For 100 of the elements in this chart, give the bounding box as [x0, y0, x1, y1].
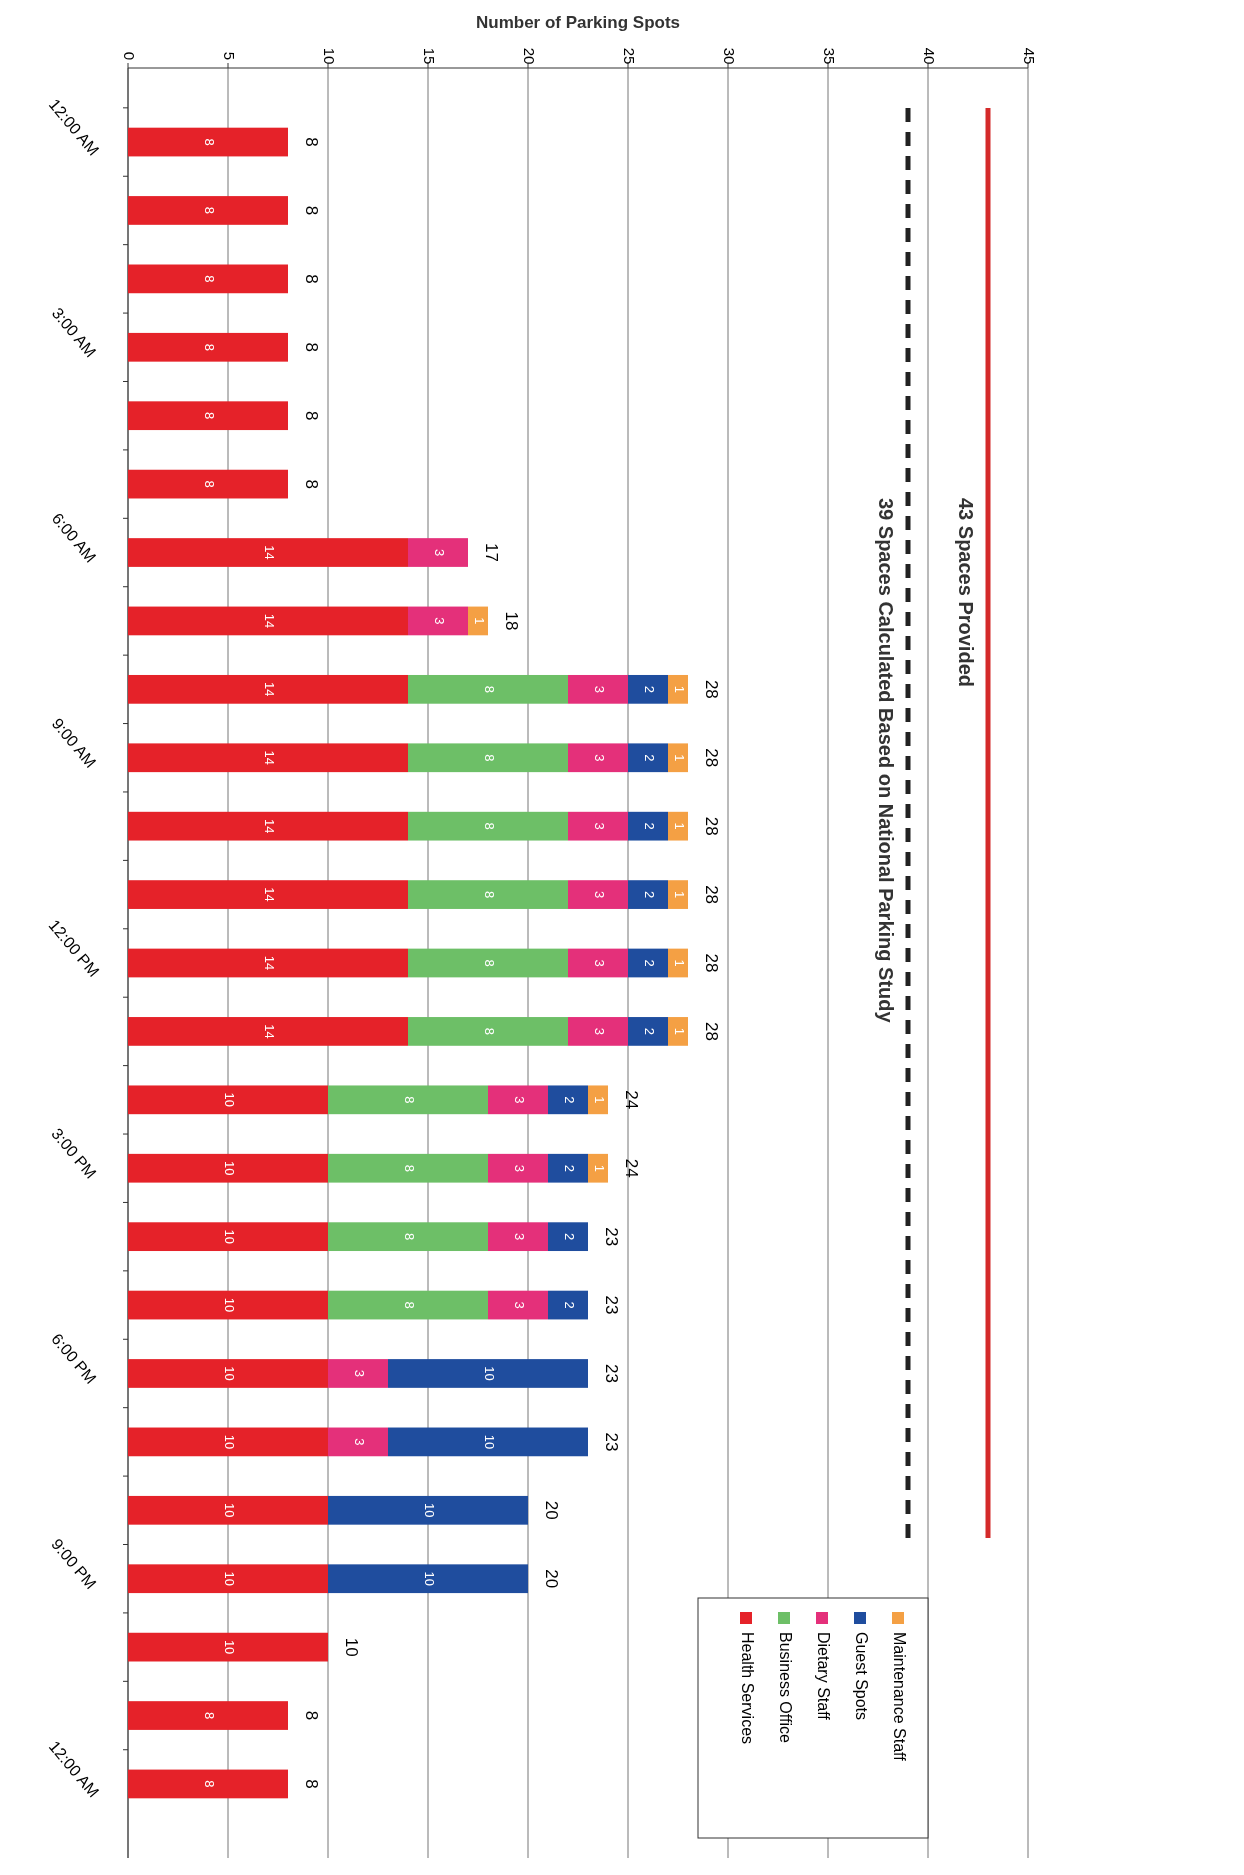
data-label: 3 — [511, 1233, 527, 1241]
bar — [328, 1222, 488, 1252]
x-tick-label: 35 — [821, 47, 839, 65]
x-tick-label: 5 — [221, 51, 239, 61]
data-label: 1 — [471, 617, 487, 625]
data-label: 10 — [221, 1161, 237, 1176]
bar — [328, 1290, 488, 1320]
bar — [128, 1701, 288, 1730]
legend-label: Maintenance Staff — [890, 1632, 908, 1762]
data-label: 3 — [591, 685, 607, 693]
ref-line-label: 43 Spaces Provided — [954, 498, 977, 687]
bar — [128, 264, 288, 294]
data-label: 2 — [641, 1027, 657, 1036]
data-label: 3 — [591, 959, 607, 967]
data-label: 14 — [261, 750, 277, 765]
data-label: 2 — [561, 1233, 577, 1241]
bar — [328, 1564, 528, 1594]
bar — [128, 1222, 328, 1252]
data-label: 1 — [671, 685, 687, 693]
bar — [628, 743, 668, 773]
bar — [408, 811, 568, 841]
data-label: 8 — [481, 822, 497, 830]
data-label: 8 — [401, 1164, 417, 1172]
total-label: 24 — [621, 1158, 641, 1178]
data-label: 10 — [481, 1366, 497, 1381]
bar — [128, 127, 288, 157]
bar — [628, 674, 668, 704]
total-label: 28 — [701, 953, 721, 973]
x-tick-label: 40 — [921, 47, 939, 65]
data-label: 3 — [431, 617, 447, 625]
data-label: 8 — [201, 275, 217, 283]
ref-line-label: 39 Spaces Calculated Based on National Parking Study — [874, 498, 897, 1024]
data-label: 3 — [431, 548, 447, 557]
bar — [628, 811, 668, 841]
data-label: 10 — [221, 1571, 237, 1586]
total-label: 10 — [341, 1637, 361, 1657]
bar — [548, 1222, 588, 1252]
data-label: 8 — [401, 1096, 417, 1104]
data-label: 3 — [351, 1438, 367, 1446]
total-label: 28 — [701, 885, 721, 905]
bar — [128, 1085, 328, 1115]
bar — [128, 401, 288, 431]
x-tick-label: 30 — [721, 47, 739, 65]
data-label: 3 — [511, 1301, 527, 1309]
bar — [408, 743, 568, 773]
bar — [128, 674, 408, 704]
bar — [588, 1085, 608, 1115]
bar — [548, 1085, 588, 1115]
bar — [668, 743, 688, 773]
x-tick-label: 45 — [1021, 47, 1039, 65]
data-label: 10 — [221, 1366, 237, 1381]
x-tick-label: 15 — [421, 47, 439, 65]
total-label: 23 — [601, 1432, 621, 1452]
bar — [128, 880, 408, 909]
bar — [128, 1153, 328, 1183]
bar — [548, 1153, 588, 1183]
total-label: 8 — [301, 205, 321, 216]
data-label: 1 — [671, 890, 687, 899]
data-label: 1 — [671, 822, 687, 830]
bar — [568, 743, 628, 773]
bar — [328, 1495, 528, 1525]
total-label: 28 — [701, 1021, 721, 1041]
data-label: 14 — [261, 682, 277, 697]
total-label: 28 — [701, 679, 721, 699]
data-label: 1 — [591, 1096, 607, 1104]
bar — [128, 948, 408, 978]
bar — [128, 743, 408, 773]
total-label: 8 — [301, 479, 321, 489]
bar — [628, 1017, 668, 1046]
data-label: 10 — [221, 1434, 237, 1450]
bar — [408, 1017, 568, 1046]
data-label: 3 — [511, 1096, 527, 1104]
data-label: 1 — [591, 1164, 607, 1172]
data-label: 8 — [481, 959, 497, 967]
total-label: 20 — [541, 1500, 561, 1520]
data-label: 1 — [671, 754, 687, 762]
bar — [588, 1153, 608, 1183]
data-label: 10 — [221, 1092, 237, 1108]
x-tick-label: 20 — [521, 47, 539, 65]
data-label: 14 — [261, 818, 277, 834]
bar — [408, 948, 568, 978]
bar — [628, 948, 668, 978]
x-tick-label: 25 — [621, 47, 639, 65]
data-label: 8 — [201, 480, 217, 488]
bar — [568, 811, 628, 841]
bar — [328, 1153, 488, 1183]
bar — [328, 1085, 488, 1115]
data-label: 3 — [351, 1369, 367, 1378]
data-label: 8 — [201, 206, 217, 215]
total-label: 28 — [701, 816, 721, 836]
data-label: 8 — [481, 685, 497, 693]
x-tick-label: 10 — [321, 47, 339, 65]
bar — [488, 1153, 548, 1183]
data-label: 10 — [221, 1503, 237, 1518]
y-tick-label: 6:00 AM — [48, 509, 100, 566]
data-label: 3 — [591, 822, 607, 830]
data-label: 10 — [221, 1297, 237, 1313]
total-label: 8 — [301, 137, 321, 147]
bar — [568, 1017, 628, 1046]
data-label: 10 — [421, 1571, 437, 1586]
